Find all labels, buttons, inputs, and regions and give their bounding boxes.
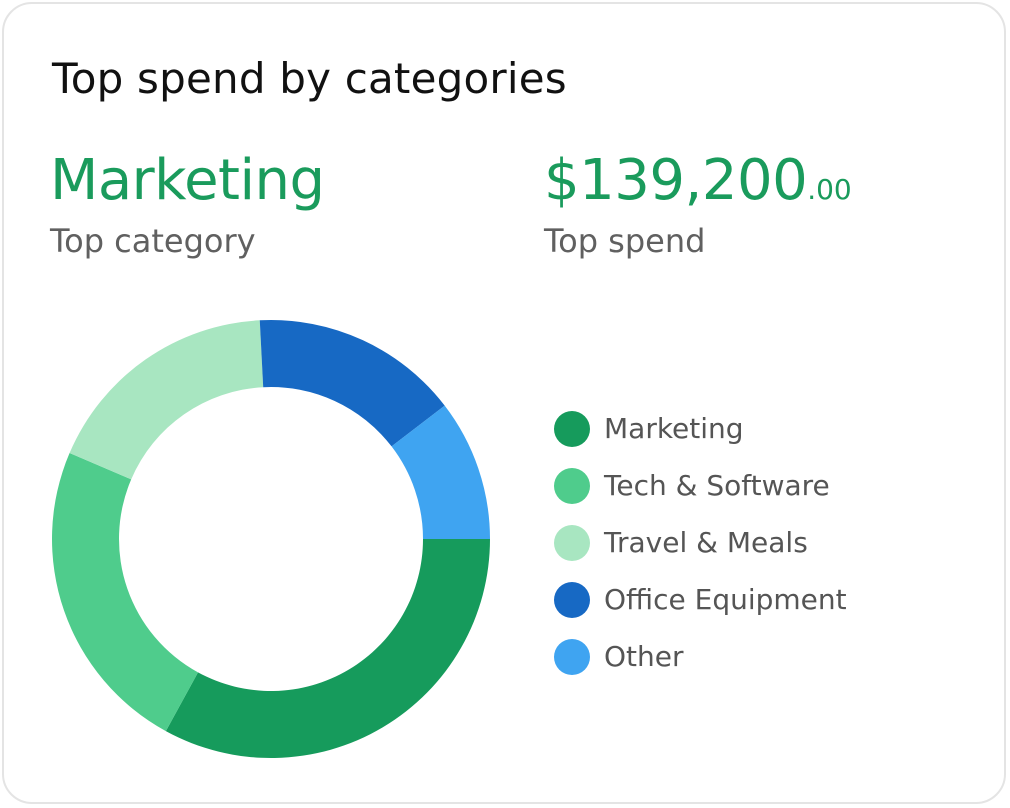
- chart-legend: Marketing Tech & Software Travel & Meals Of…: [554, 400, 847, 685]
- legend-label: Marketing: [604, 412, 744, 445]
- top-spend-cents: .00: [807, 173, 852, 206]
- legend-label: Travel & Meals: [604, 526, 808, 559]
- donut-slice-travel-meals[interactable]: [69, 320, 264, 480]
- legend-item-office-equipment[interactable]: Office Equipment: [554, 571, 847, 628]
- top-category-value: Marketing: [50, 148, 325, 213]
- legend-swatch: [554, 638, 590, 675]
- donut-slice-tech-software[interactable]: [52, 453, 199, 732]
- top-spend-value: $139,200.00: [544, 148, 852, 213]
- donut-slice-office-equipment[interactable]: [259, 320, 445, 447]
- top-category-label: Top category: [50, 222, 256, 260]
- legend-swatch: [554, 467, 590, 504]
- legend-item-tech-software[interactable]: Tech & Software: [554, 457, 847, 514]
- legend-swatch: [554, 410, 590, 447]
- donut-slice-marketing[interactable]: [165, 539, 490, 758]
- top-spend-label: Top spend: [544, 222, 706, 260]
- legend-item-other[interactable]: Other: [554, 628, 847, 685]
- card-title: Top spend by categories: [52, 54, 567, 103]
- legend-item-marketing[interactable]: Marketing: [554, 400, 847, 457]
- legend-label: Office Equipment: [604, 583, 847, 616]
- top-spend-amount: $139,200: [544, 148, 808, 213]
- legend-item-travel-meals[interactable]: Travel & Meals: [554, 514, 847, 571]
- legend-swatch: [554, 524, 590, 561]
- legend-label: Tech & Software: [604, 469, 830, 502]
- legend-swatch: [554, 581, 590, 618]
- legend-label: Other: [604, 640, 684, 673]
- donut-slice-other[interactable]: [391, 405, 490, 539]
